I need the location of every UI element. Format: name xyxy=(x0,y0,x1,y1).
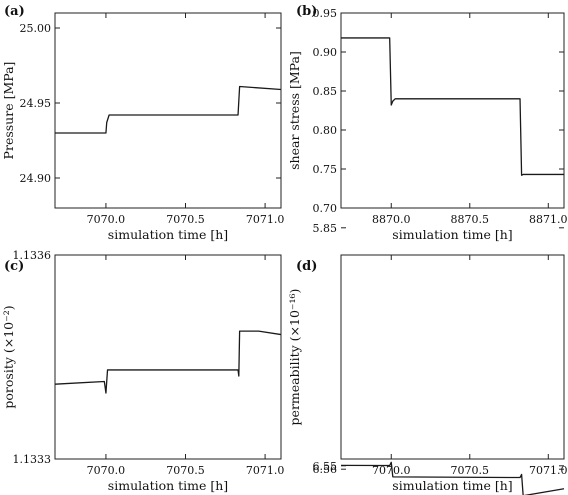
y-tick-label: 24.95 xyxy=(20,97,52,110)
x-tick-label: 7070.5 xyxy=(451,464,490,477)
chart-panel: 7070.0 7070.5 7071.0 6.556.56 5.85 simulation… xyxy=(287,222,568,495)
y-tick-label: 1.1336 xyxy=(13,249,52,262)
y-tick-label: 0.85 xyxy=(313,85,338,98)
x-tick-label: 7071.0 xyxy=(529,464,568,477)
x-axis-label: simulation time [h] xyxy=(392,227,512,242)
chart-panel: 7070.0 7070.5 7071.0 24.90 24.95 25.00 simulat… xyxy=(1,4,284,242)
panel-label: (b) xyxy=(296,4,317,19)
plot-frame xyxy=(54,254,282,460)
series-line xyxy=(340,461,565,495)
y-tick-label: 6.55 xyxy=(313,460,338,473)
x-tick-label: 7070.0 xyxy=(87,464,126,477)
panel-label: (a) xyxy=(4,4,25,19)
y-tick-label: 1.1333 xyxy=(13,453,52,466)
y-tick-label: 24.90 xyxy=(20,172,52,185)
plot-frame xyxy=(340,12,565,209)
x-tick-label: 7070.5 xyxy=(166,213,205,226)
y-tick-label: 0.70 xyxy=(313,202,338,215)
y-tick-label: 0.75 xyxy=(313,163,338,176)
y-tick-label: 0.95 xyxy=(313,7,338,20)
series-line xyxy=(341,37,564,176)
panel-label: (c) xyxy=(4,259,24,274)
x-tick-label: 7070.5 xyxy=(166,464,205,477)
x-axis-label: simulation time [h] xyxy=(108,478,228,493)
y-tick-label: 0.90 xyxy=(313,46,338,59)
plot-frame xyxy=(340,254,565,460)
x-tick-label: 8871.0 xyxy=(529,213,568,226)
y-tick-label: 0.80 xyxy=(313,124,338,137)
x-tick-label: 7071.0 xyxy=(246,464,285,477)
series-line xyxy=(54,330,282,394)
chart-panel: 8870.0 8870.5 8871.0 0.70 0.75 0.80 0.85 0.90 0.… xyxy=(287,4,568,242)
y-axis-label: shear stress [MPa] xyxy=(287,51,302,170)
series-line xyxy=(55,85,282,134)
y-axis-label: porosity (×10⁻²) xyxy=(1,305,16,408)
x-tick-label: 8870.5 xyxy=(451,213,490,226)
x-tick-label: 8870.0 xyxy=(372,213,411,226)
y-tick-label: 6.56 xyxy=(313,463,338,476)
plot-frame xyxy=(54,12,282,209)
x-axis-label: simulation time [h] xyxy=(108,227,228,242)
x-tick-label: 7070.0 xyxy=(87,213,126,226)
chart-panel: 7070.0 7070.5 7071.0 1.1333 1.1336 simulation… xyxy=(1,249,284,493)
x-tick-label: 7071.0 xyxy=(246,213,285,226)
x-tick-label: 7070.0 xyxy=(372,464,411,477)
y-axis-label: Pressure [MPa] xyxy=(1,62,16,160)
y-tick-label: 25.00 xyxy=(20,22,52,35)
x-axis-label: simulation time [h] xyxy=(392,478,512,493)
y-axis-label: permeability (×10⁻¹⁶) xyxy=(287,289,302,426)
y-tick-label: 5.85 xyxy=(313,222,338,235)
panel-label: (d) xyxy=(296,259,317,274)
